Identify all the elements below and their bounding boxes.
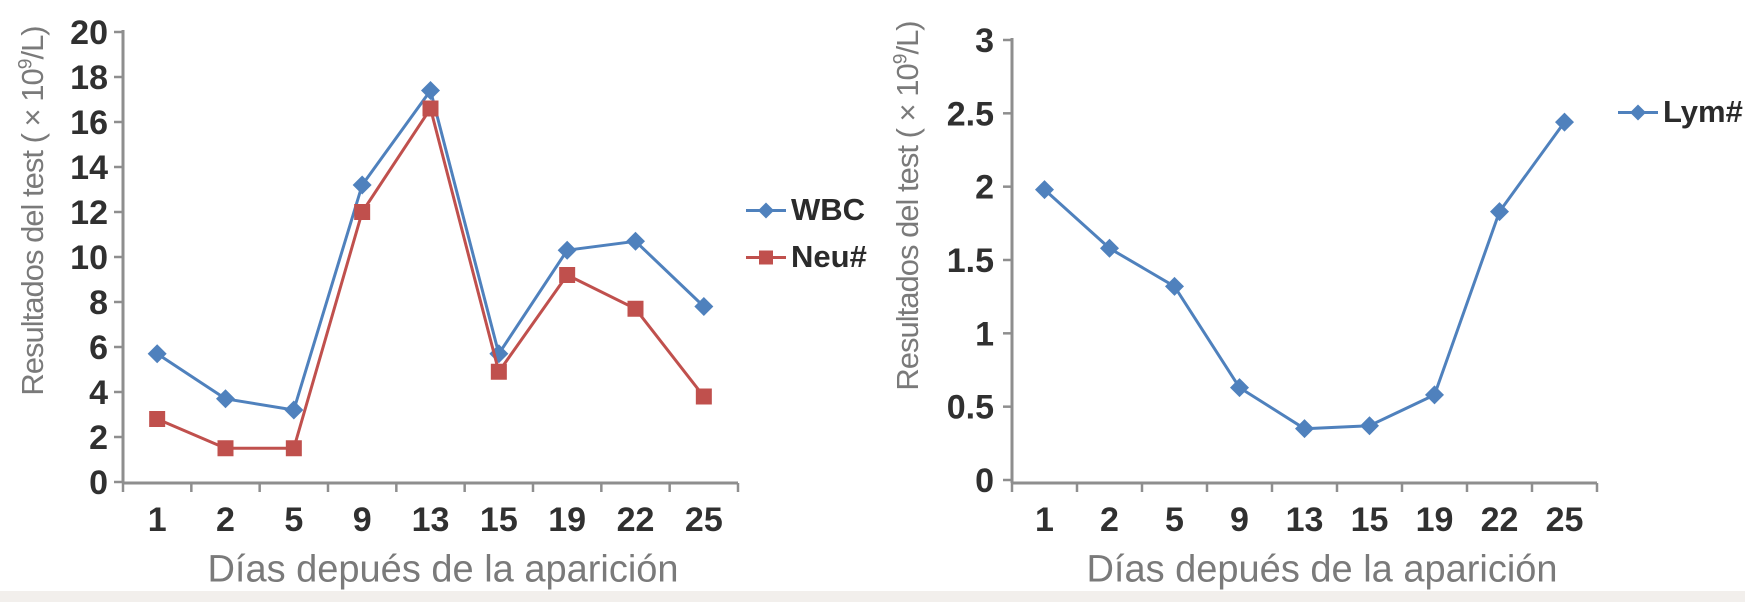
chart2-x-axis-title: Días depués de la aparición [1086, 548, 1558, 591]
marker-Lym#-day9 [1230, 378, 1249, 398]
chart1-y-tick-label-20: 20 [70, 14, 108, 52]
marker-WBC-day13 [421, 81, 440, 100]
chart2-x-tick-label-2: 2 [1100, 501, 1119, 539]
marker-Lym#-day5 [1165, 276, 1184, 296]
chart1-x-tick-label-1: 1 [148, 501, 167, 539]
chart1-x-tick-label-19: 19 [548, 501, 586, 539]
chart1-x-tick-label-2: 2 [216, 501, 235, 539]
chart1-y-tick-label-14: 14 [70, 149, 108, 187]
marker-Neu#-day2 [217, 440, 234, 457]
chart1-y-tick-label-8: 8 [89, 284, 108, 322]
chart1-y-tick-label-18: 18 [70, 59, 108, 97]
chart2-y-tick-label-0: 0 [975, 462, 994, 500]
chart2-x-tick-label-1: 1 [1035, 501, 1054, 539]
chart1-legend-label-wbc: WBC [791, 192, 866, 227]
marker-WBC-day9 [352, 175, 372, 195]
chart1-x-tick-label-5: 5 [284, 501, 303, 539]
marker-Neu#-day1 [149, 411, 166, 427]
chart1-y-tick-label-6: 6 [89, 329, 108, 367]
chart2-y-tick-label-3: 3 [975, 22, 994, 60]
series-line-Neu# [156, 107, 705, 450]
chart2-y-axis-title: Resultados del test ( × 109/L) [890, 21, 926, 390]
chart1-x-tick-label-22: 22 [617, 501, 655, 539]
chart1-x-axis-title: Días depués de la aparición [207, 548, 679, 591]
marker-WBC-day1 [147, 344, 167, 364]
marker-Neu#-day13 [422, 100, 439, 117]
chart2-y-axis-title-suffix: /L) [890, 21, 925, 55]
chart2-x-tick-label-5: 5 [1165, 501, 1184, 539]
chart2-y-tick-label-1: 1 [975, 315, 994, 353]
marker-WBC-day19 [557, 240, 577, 260]
chart1-y-tick-label-2: 2 [89, 419, 108, 457]
marker-WBC-day2 [216, 389, 235, 409]
marker-Neu#-day25 [695, 388, 712, 405]
chart1-legend-label-neu: Neu# [791, 239, 867, 274]
marker-Lym#-day22 [1490, 202, 1509, 222]
lym-diamond-marker-icon [1618, 104, 1658, 120]
marker-Lym#-day1 [1035, 180, 1054, 200]
chart1-y-tick-label-16: 16 [70, 104, 108, 142]
chart2-y-tick-label-2: 2 [975, 169, 994, 207]
chart1-x-tick-label-9: 9 [353, 501, 372, 539]
marker-WBC-day5 [284, 400, 304, 420]
marker-Lym#-day2 [1100, 238, 1119, 258]
chart1-y-axis-title-text: Resultados del test ( × 10 [15, 69, 50, 396]
chart1-x-tick-label-25: 25 [685, 501, 723, 539]
series-line-WBC [156, 89, 705, 412]
chart2-y-axis-title-superscript: 9 [890, 54, 912, 65]
chart2-y-tick-label-0.5: 0.5 [947, 389, 994, 427]
chart2-y-tick-label-2.5: 2.5 [947, 95, 994, 133]
chart2-x-tick-label-25: 25 [1546, 501, 1584, 539]
chart1-y-axis-title-suffix: /L) [15, 26, 50, 60]
marker-Lym#-day25 [1555, 112, 1574, 132]
marker-Lym#-day13 [1295, 419, 1314, 439]
chart1-y-tick-label-4: 4 [89, 374, 108, 412]
wbc-diamond-marker-icon [746, 202, 786, 218]
marker-WBC-day22 [626, 231, 645, 251]
bottom-edge-strip [0, 591, 1745, 602]
chart1-y-tick-label-10: 10 [70, 239, 108, 277]
chart2-x-tick-label-9: 9 [1230, 501, 1249, 539]
chart1-y-axis-title-superscript: 9 [15, 59, 37, 70]
chart2-y-tick-label-1.5: 1.5 [947, 242, 994, 280]
marker-Neu#-day15 [490, 363, 507, 380]
marker-Neu#-day5 [285, 440, 302, 457]
chart2-x-tick-label-19: 19 [1416, 501, 1454, 539]
marker-Lym#-day19 [1425, 385, 1444, 405]
chart2-x-tick-label-15: 15 [1351, 501, 1389, 539]
chart1-x-tick-label-13: 13 [412, 501, 450, 539]
chart2-x-tick-label-22: 22 [1481, 501, 1519, 539]
marker-WBC-day25 [694, 297, 714, 316]
marker-Neu#-day19 [559, 267, 576, 283]
chart2-y-axis-title-text: Resultados del test ( × 10 [890, 64, 925, 391]
marker-Lym#-day15 [1360, 416, 1379, 436]
chart2-legend-item-lym: Lym# [1618, 94, 1743, 130]
chart1-legend-item-neu: Neu# [746, 239, 867, 275]
chart1-y-tick-label-0: 0 [89, 464, 108, 502]
series-line-Lym# [1043, 121, 1566, 431]
chart1-legend-item-wbc: WBC [746, 192, 865, 228]
chart1-x-tick-label-15: 15 [480, 501, 518, 539]
chart1-y-axis-title: Resultados del test ( × 109/L) [15, 26, 51, 395]
chart1-y-tick-label-12: 12 [70, 194, 108, 232]
chart2-x-tick-label-13: 13 [1286, 501, 1324, 539]
marker-Neu#-day9 [354, 204, 371, 220]
neu-square-marker-icon [746, 250, 786, 264]
chart2-legend-label-lym: Lym# [1663, 94, 1743, 129]
marker-Neu#-day22 [627, 300, 644, 317]
